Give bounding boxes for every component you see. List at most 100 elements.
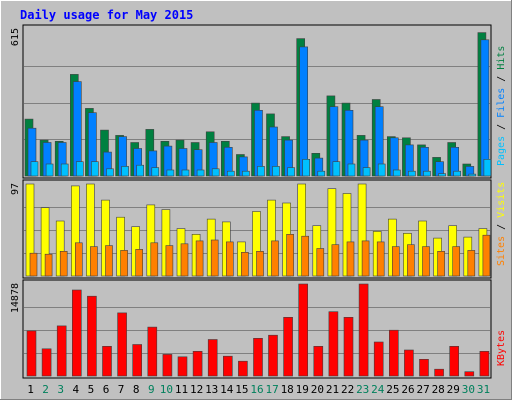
bar-kbytes-day-11 xyxy=(177,356,188,377)
bar-kbytes-day-22 xyxy=(343,316,354,377)
bar-kbytes-day-21 xyxy=(328,311,339,377)
bar-pages-day-4 xyxy=(76,161,84,177)
bar-pages-day-30 xyxy=(468,173,477,177)
bar-kbytes-day-24 xyxy=(373,341,384,377)
panel-hits-files-pages: 615 Pages / Files / Hits xyxy=(10,24,507,179)
bar-kbytes-day-20 xyxy=(313,345,324,377)
bar-kbytes-day-31 xyxy=(479,350,490,377)
legend-files: Files xyxy=(496,88,507,118)
bar-kbytes-day-6 xyxy=(102,345,112,377)
x-tick-label-15: 15 xyxy=(235,383,248,396)
bar-kbytes-day-3 xyxy=(56,325,67,377)
x-tick-label-25: 25 xyxy=(386,383,399,396)
y-max-label: 97 xyxy=(10,183,21,195)
bar-files-day-31 xyxy=(480,39,490,177)
bar-pages-day-10 xyxy=(166,169,175,177)
legend-visits: Visits xyxy=(496,182,507,218)
bar-pages-day-31 xyxy=(483,159,492,177)
x-tick-label-8: 8 xyxy=(133,383,140,396)
bar-sites-day-4 xyxy=(75,242,83,277)
legend-hits: Hits xyxy=(496,46,507,70)
bar-sites-day-24 xyxy=(376,241,385,277)
x-tick-label-6: 6 xyxy=(103,383,110,396)
x-tick-label-9: 9 xyxy=(148,383,155,396)
x-tick-label-4: 4 xyxy=(72,383,79,396)
bar-pages-day-11 xyxy=(181,169,190,177)
legend-separator: / xyxy=(496,118,507,136)
bar-pages-day-21 xyxy=(332,161,341,177)
x-tick-label-1: 1 xyxy=(27,383,34,396)
bar-kbytes-day-23 xyxy=(358,283,369,377)
bar-files-day-19 xyxy=(299,46,309,177)
bar-pages-day-23 xyxy=(362,167,371,177)
bar-kbytes-day-7 xyxy=(117,312,127,377)
x-tick-label-5: 5 xyxy=(88,383,95,396)
x-tick-label-27: 27 xyxy=(416,383,429,396)
x-tick-label-7: 7 xyxy=(118,383,125,396)
bar-sites-day-8 xyxy=(135,249,143,277)
bar-sites-day-19 xyxy=(301,235,310,277)
bar-sites-day-26 xyxy=(407,244,415,277)
x-tick-label-10: 10 xyxy=(160,383,173,396)
bar-sites-day-16 xyxy=(256,251,264,277)
legend-kbytes: KBytes xyxy=(496,330,507,366)
y-max-label: 14878 xyxy=(10,283,21,313)
x-tick-label-3: 3 xyxy=(57,383,64,396)
bar-kbytes-day-29 xyxy=(449,345,460,377)
x-tick-label-2: 2 xyxy=(42,383,49,396)
bar-pages-day-5 xyxy=(91,161,99,177)
bar-kbytes-day-19 xyxy=(298,283,309,377)
bar-sites-day-13 xyxy=(210,239,219,277)
bar-kbytes-day-26 xyxy=(404,349,414,377)
bar-sites-day-30 xyxy=(467,250,476,277)
bar-sites-day-18 xyxy=(286,234,294,277)
bar-kbytes-day-18 xyxy=(283,316,293,377)
bar-kbytes-day-1 xyxy=(26,330,37,377)
legend-pages: Pages xyxy=(496,136,507,166)
bar-kbytes-day-5 xyxy=(87,295,97,377)
bar-kbytes-day-2 xyxy=(41,348,52,377)
x-tick-label-29: 29 xyxy=(447,383,460,396)
bar-pages-day-6 xyxy=(106,168,114,177)
panel-visits-sites: 97 Sites / Visits xyxy=(10,179,507,279)
x-tick-label-21: 21 xyxy=(326,383,339,396)
bar-sites-day-2 xyxy=(44,253,53,277)
bar-pages-day-9 xyxy=(151,167,160,177)
bar-sites-day-12 xyxy=(195,240,204,277)
bar-sites-day-6 xyxy=(105,245,113,277)
bar-pages-day-3 xyxy=(60,163,69,177)
bar-sites-day-1 xyxy=(29,252,38,277)
x-tick-label-16: 16 xyxy=(250,383,263,396)
bar-pages-day-2 xyxy=(45,163,54,177)
bar-pages-day-7 xyxy=(121,166,129,177)
legend-sites: Sites xyxy=(496,236,507,266)
bar-kbytes-day-10 xyxy=(162,354,173,377)
x-tick-label-19: 19 xyxy=(296,383,309,396)
bar-kbytes-day-16 xyxy=(253,337,263,377)
bar-pages-day-13 xyxy=(211,168,220,177)
bar-pages-day-29 xyxy=(453,170,462,177)
bar-sites-day-14 xyxy=(226,241,234,277)
panel-kbytes: 14878 KBytes xyxy=(10,279,507,379)
bar-sites-day-25 xyxy=(391,246,400,277)
bar-pages-day-24 xyxy=(377,163,386,177)
bar-pages-day-15 xyxy=(242,170,250,177)
bar-kbytes-day-28 xyxy=(434,368,444,377)
bar-kbytes-day-8 xyxy=(132,344,142,377)
bar-pages-day-1 xyxy=(30,161,39,177)
bar-kbytes-day-9 xyxy=(147,326,158,377)
bar-kbytes-day-14 xyxy=(223,355,233,377)
bar-sites-day-3 xyxy=(59,251,68,277)
bar-kbytes-day-4 xyxy=(72,289,82,377)
x-tick-label-24: 24 xyxy=(371,383,385,396)
bar-pages-day-16 xyxy=(257,166,265,177)
bar-pages-day-17 xyxy=(272,166,280,177)
bar-sites-day-23 xyxy=(361,240,370,277)
bar-sites-day-22 xyxy=(346,241,355,277)
bar-sites-day-27 xyxy=(422,246,430,277)
bar-sites-day-29 xyxy=(452,246,461,277)
x-tick-label-30: 30 xyxy=(462,383,475,396)
bar-pages-day-25 xyxy=(392,169,401,177)
